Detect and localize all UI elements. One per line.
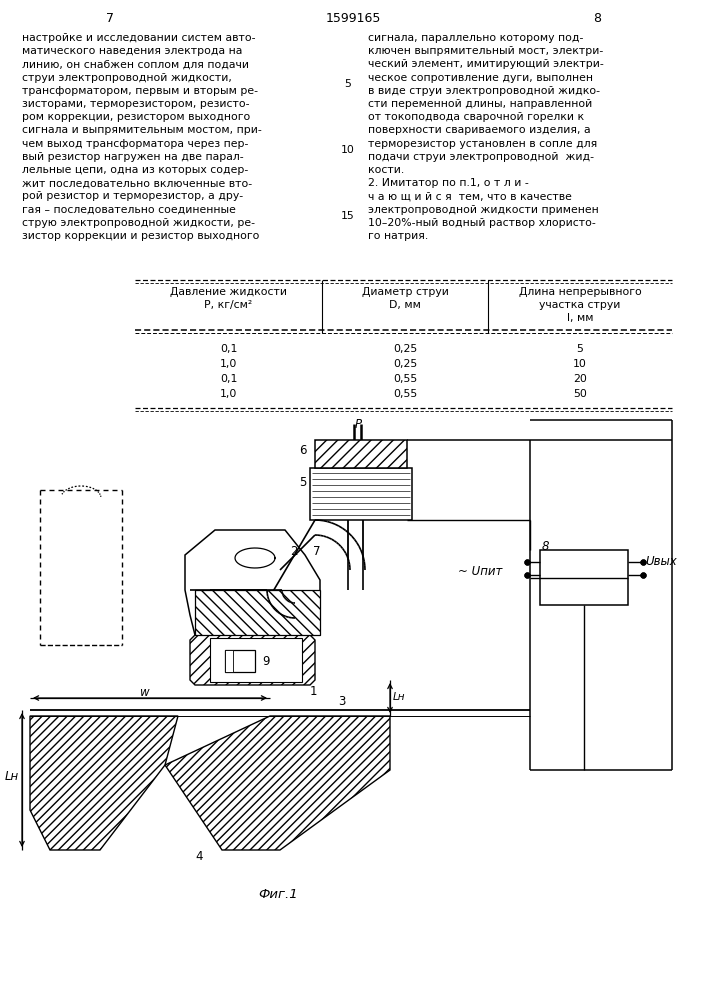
Text: D, мм: D, мм — [389, 300, 421, 310]
Text: 1,0: 1,0 — [220, 389, 237, 399]
Text: 20: 20 — [573, 374, 587, 384]
Polygon shape — [190, 635, 315, 685]
Text: гая – последовательно соединенные: гая – последовательно соединенные — [22, 205, 236, 215]
Text: 0,25: 0,25 — [393, 344, 417, 354]
Text: Длина непрерывного: Длина непрерывного — [519, 287, 641, 297]
Bar — [315, 440, 407, 468]
Text: Диаметр струи: Диаметр струи — [361, 287, 448, 297]
Text: 0,55: 0,55 — [393, 374, 417, 384]
Text: w: w — [140, 686, 150, 699]
Bar — [210, 638, 302, 682]
Text: ключен выпрямительный мост, электри-: ключен выпрямительный мост, электри- — [368, 46, 603, 56]
Text: 10: 10 — [341, 145, 355, 155]
Text: Давление жидкости: Давление жидкости — [170, 287, 287, 297]
Text: поверхности свариваемого изделия, а: поверхности свариваемого изделия, а — [368, 125, 590, 135]
Text: сти переменной длины, направленной: сти переменной длины, направленной — [368, 99, 592, 109]
Text: P, кг/см²: P, кг/см² — [204, 300, 252, 310]
Text: 6: 6 — [299, 444, 307, 457]
Text: кости.: кости. — [368, 165, 404, 175]
Text: ~ Uпит: ~ Uпит — [458, 565, 503, 578]
Text: электропроводной жидкости применен: электропроводной жидкости применен — [368, 205, 599, 215]
Text: ческий элемент, имитирующий электри-: ческий элемент, имитирующий электри- — [368, 59, 604, 69]
Text: 0,25: 0,25 — [393, 359, 417, 369]
Text: 5: 5 — [299, 476, 306, 489]
Text: ческое сопротивление дуги, выполнен: ческое сопротивление дуги, выполнен — [368, 73, 593, 83]
Polygon shape — [165, 716, 390, 850]
Text: зисторами, терморезистором, резисто-: зисторами, терморезистором, резисто- — [22, 99, 250, 109]
Text: Lн: Lн — [5, 770, 19, 783]
Text: струю электропроводной жидкости, ре-: струю электропроводной жидкости, ре- — [22, 218, 255, 228]
Text: 3: 3 — [338, 695, 346, 708]
Text: 15: 15 — [341, 211, 355, 221]
Text: 8: 8 — [542, 540, 549, 553]
Text: 2: 2 — [290, 545, 298, 558]
Text: 10: 10 — [573, 359, 587, 369]
Text: 5: 5 — [344, 79, 351, 89]
Text: 1,0: 1,0 — [220, 359, 237, 369]
Text: лельные цепи, одна из которых содер-: лельные цепи, одна из которых содер- — [22, 165, 248, 175]
Text: 50: 50 — [573, 389, 587, 399]
Text: ч а ю щ и й с я  тем, что в качестве: ч а ю щ и й с я тем, что в качестве — [368, 191, 572, 201]
Text: 10–20%‑ный водный раствор хлористо-: 10–20%‑ный водный раствор хлористо- — [368, 218, 596, 228]
Polygon shape — [185, 530, 320, 635]
Text: от токоподвода сварочной горелки к: от токоподвода сварочной горелки к — [368, 112, 584, 122]
Text: 9: 9 — [262, 655, 269, 668]
Polygon shape — [30, 716, 178, 850]
Text: сигнала, параллельно которому под-: сигнала, параллельно которому под- — [368, 33, 583, 43]
Text: Uвых: Uвых — [645, 555, 677, 568]
Text: линию, он снабжен соплом для подачи: линию, он снабжен соплом для подачи — [22, 59, 249, 69]
Bar — [310, 468, 412, 520]
Text: 7: 7 — [313, 545, 320, 558]
Text: настройке и исследовании систем авто-: настройке и исследовании систем авто- — [22, 33, 255, 43]
Text: P: P — [354, 418, 361, 431]
Text: 0,1: 0,1 — [220, 374, 237, 384]
Text: жит последовательно включенные вто-: жит последовательно включенные вто- — [22, 178, 252, 188]
Text: чем выход трансформатора через пер-: чем выход трансформатора через пер- — [22, 139, 248, 149]
Bar — [225, 650, 255, 672]
Text: 1: 1 — [310, 685, 317, 698]
Text: матического наведения электрода на: матического наведения электрода на — [22, 46, 243, 56]
Text: 4: 4 — [195, 850, 202, 863]
Bar — [540, 550, 628, 605]
Text: 0,1: 0,1 — [220, 344, 237, 354]
Text: 8: 8 — [593, 12, 601, 25]
Text: Lн: Lн — [393, 692, 406, 702]
Text: ром коррекции, резистором выходного: ром коррекции, резистором выходного — [22, 112, 250, 122]
Text: рой резистор и терморезистор, а дру-: рой резистор и терморезистор, а дру- — [22, 191, 243, 201]
Text: l, мм: l, мм — [567, 313, 593, 323]
Text: го натрия.: го натрия. — [368, 231, 428, 241]
Polygon shape — [195, 590, 320, 635]
Text: Фиг.1: Фиг.1 — [258, 888, 298, 901]
Text: терморезистор установлен в сопле для: терморезистор установлен в сопле для — [368, 139, 597, 149]
Text: подачи струи электропроводной  жид-: подачи струи электропроводной жид- — [368, 152, 594, 162]
Text: 7: 7 — [106, 12, 114, 25]
Text: 0,55: 0,55 — [393, 389, 417, 399]
Text: участка струи: участка струи — [539, 300, 621, 310]
Text: в виде струи электропроводной жидко-: в виде струи электропроводной жидко- — [368, 86, 600, 96]
Text: струи электропроводной жидкости,: струи электропроводной жидкости, — [22, 73, 232, 83]
Bar — [225, 650, 233, 672]
Text: трансформатором, первым и вторым ре-: трансформатором, первым и вторым ре- — [22, 86, 258, 96]
Text: 1599165: 1599165 — [325, 12, 380, 25]
Text: сигнала и выпрямительным мостом, при-: сигнала и выпрямительным мостом, при- — [22, 125, 262, 135]
Text: зистор коррекции и резистор выходного: зистор коррекции и резистор выходного — [22, 231, 259, 241]
Text: вый резистор нагружен на две парал-: вый резистор нагружен на две парал- — [22, 152, 244, 162]
Text: 2. Имитатор по п.1, о т л и -: 2. Имитатор по п.1, о т л и - — [368, 178, 529, 188]
Text: 5: 5 — [577, 344, 583, 354]
